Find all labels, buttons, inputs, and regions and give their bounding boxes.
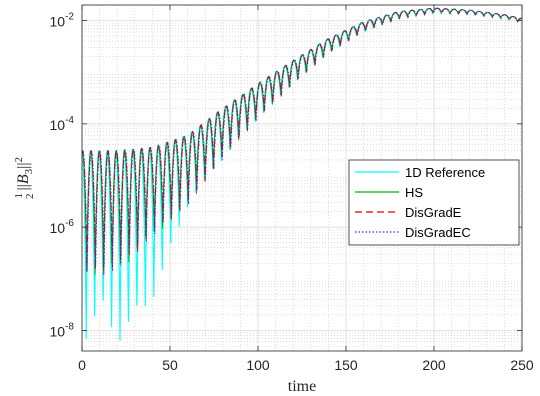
- y-axis-label: 12||B3||2: [13, 157, 36, 199]
- y-tick-label: 10-6: [50, 218, 75, 236]
- plot-frame: [81, 4, 523, 352]
- y-tick-label: 10-8: [50, 321, 75, 339]
- x-axis-label: time: [288, 378, 316, 395]
- legend-label: DisGradEC: [405, 225, 471, 240]
- x-tick-label: 250: [510, 357, 534, 373]
- x-tick-label: 0: [78, 357, 86, 373]
- legend-box: [348, 159, 520, 246]
- legend: 1D Reference HS DisGradE DisGradEC: [348, 159, 520, 246]
- series-layer: [81, 7, 523, 341]
- legend-label: DisGradE: [405, 205, 462, 220]
- legend-label: 1D Reference: [405, 165, 485, 180]
- x-tick-label: 200: [422, 357, 446, 373]
- y-tick-label: 10-2: [50, 12, 75, 30]
- ticks: 0 50 100 150 200 250 10-8 10-6 10-4 10-2: [50, 5, 534, 373]
- y-tick-label: 10-4: [50, 115, 75, 133]
- legend-label: HS: [405, 185, 423, 200]
- x-tick-label: 50: [162, 357, 178, 373]
- x-tick-label: 150: [334, 357, 358, 373]
- series-line-disgradec: [81, 7, 523, 272]
- series-line-disgrade: [81, 7, 523, 275]
- x-tick-label: 100: [246, 357, 270, 373]
- svg-text:12||B3||2: 12||B3||2: [13, 157, 36, 199]
